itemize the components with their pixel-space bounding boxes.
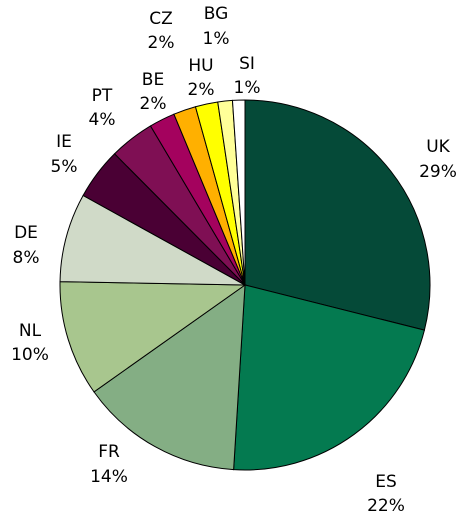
slice-label-be: BE [142, 70, 164, 90]
slice-pct-nl: 10% [11, 345, 49, 365]
slice-label-fr: FR [98, 442, 120, 462]
slice-label-uk: UK [426, 137, 450, 157]
slice-pct-be: 2% [140, 94, 167, 114]
slice-label-hu: HU [188, 56, 213, 76]
pie-slice-fr [93, 283, 246, 471]
slice-pct-hu: 2% [188, 80, 215, 100]
slice-label-ie: IE [56, 132, 72, 152]
slice-pct-cz: 2% [148, 33, 175, 53]
slice-pct-fr: 14% [90, 467, 128, 487]
slice-pct-pt: 4% [89, 110, 116, 130]
slice-label-de: DE [14, 223, 38, 243]
slice-label-nl: NL [19, 321, 42, 341]
slice-pct-de: 8% [13, 248, 40, 268]
slice-label-si: SI [239, 54, 255, 74]
slice-label-bg: BG [204, 4, 229, 24]
pie-slice-uk [244, 99, 431, 331]
pie-slice-si [231, 99, 246, 286]
pie-slices [59, 99, 431, 471]
slice-pct-uk: 29% [419, 162, 457, 182]
pie-slice-es [233, 284, 426, 471]
slice-label-cz: CZ [149, 9, 173, 29]
slice-pct-es: 22% [367, 496, 405, 516]
slice-label-pt: PT [92, 86, 113, 106]
pie-labels: UK 29% ES 22% FR 14% NL 10% DE 8% IE 5% … [11, 4, 457, 516]
slice-label-es: ES [375, 472, 397, 492]
slice-pct-bg: 1% [203, 29, 230, 49]
slice-pct-ie: 5% [51, 157, 78, 177]
slice-pct-si: 1% [234, 78, 261, 98]
pie-slice-nl [59, 281, 247, 393]
